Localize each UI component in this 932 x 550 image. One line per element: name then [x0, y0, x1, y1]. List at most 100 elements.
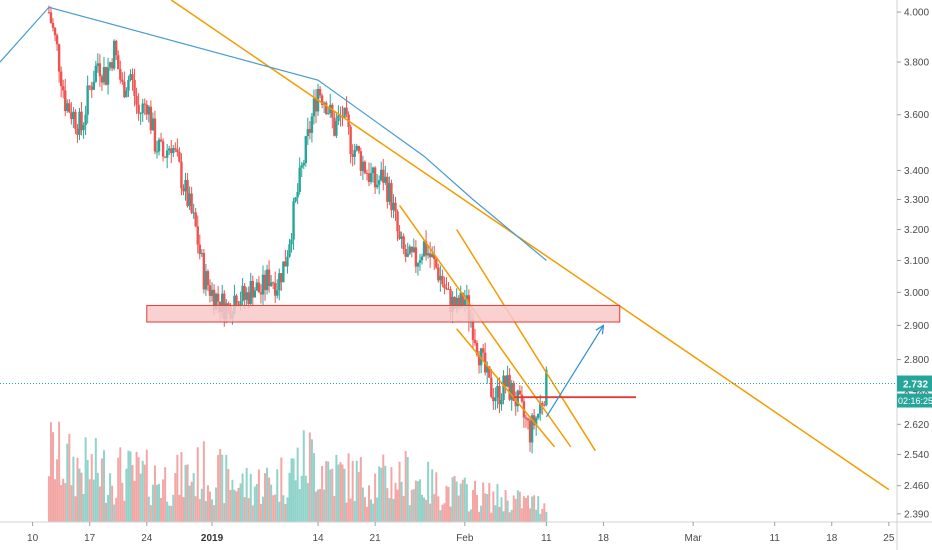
- time-axis[interactable]: 10 17 24 2019 14 21 Feb 11 18 Mar 11 18 25: [27, 522, 895, 544]
- candle-body: [390, 183, 393, 211]
- volume-bar: [243, 497, 246, 522]
- candle-body: [298, 167, 301, 193]
- candle-body: [108, 62, 112, 68]
- volume-bar: [433, 494, 436, 522]
- candle-body: [359, 151, 363, 171]
- candle-body: [278, 273, 281, 291]
- volume-bar: [107, 494, 110, 522]
- volume-bar: [231, 479, 234, 522]
- volume-bar: [437, 496, 440, 522]
- volume-bar: [147, 496, 150, 522]
- volume-bar: [341, 464, 344, 522]
- volume-bar: [237, 487, 240, 522]
- volume-bar: [253, 486, 256, 522]
- volume-bar: [314, 491, 317, 522]
- volume-bar: [221, 454, 224, 522]
- volume-bar: [325, 461, 328, 522]
- volume-bar: [121, 482, 124, 522]
- candle-body: [127, 79, 130, 91]
- candle-body: [453, 296, 456, 309]
- trendline-1: [398, 204, 572, 448]
- volume-bar: [510, 509, 513, 522]
- candle-body: [92, 81, 95, 90]
- volume-bar: [139, 473, 142, 522]
- time-tick-label: 18: [598, 533, 610, 544]
- volume-bar: [492, 491, 495, 522]
- candle-body: [455, 297, 458, 309]
- candle-body: [367, 173, 371, 183]
- volume-bar: [208, 491, 211, 522]
- candle-body: [457, 297, 460, 308]
- volume-bar: [164, 467, 167, 522]
- volume-bar: [200, 488, 203, 522]
- time-tick-label: 11: [769, 533, 780, 544]
- candle-body: [294, 197, 297, 202]
- volume-bar: [255, 484, 258, 522]
- price-axis[interactable]: 4.000 3.800 3.600 3.400 3.300 3.200 3.100 3.000…: [897, 8, 929, 521]
- candle-body: [227, 303, 230, 306]
- candle-body: [530, 415, 534, 443]
- volume-bar: [339, 462, 342, 522]
- volume-bar: [416, 481, 419, 522]
- volume-bar: [105, 502, 108, 522]
- candle-body: [135, 95, 138, 105]
- volume-bar: [394, 482, 397, 522]
- volume-bar: [92, 479, 95, 522]
- candle-body: [361, 161, 365, 171]
- candle-body: [121, 79, 124, 82]
- candle-body: [88, 85, 91, 87]
- candle-body: [300, 165, 303, 168]
- candle-body: [51, 22, 55, 28]
- last-price-value: 2.732: [903, 380, 928, 391]
- time-tick-label: 11: [541, 533, 552, 544]
- candle-body: [129, 74, 132, 80]
- volume-bar: [80, 472, 83, 522]
- candle-body: [137, 104, 140, 114]
- volume-bar: [474, 480, 477, 522]
- countdown-value: 02:16:25: [898, 396, 932, 406]
- candle-body: [269, 282, 273, 286]
- volume-bar: [514, 499, 517, 522]
- volume-bar: [274, 494, 277, 522]
- time-tick-label: 17: [84, 533, 96, 544]
- volume-bar: [355, 460, 358, 522]
- candle-body: [430, 254, 434, 258]
- volume-bar: [367, 485, 370, 522]
- volume-bar: [52, 432, 55, 522]
- candle-body: [66, 103, 69, 111]
- volume-bar: [447, 486, 450, 522]
- volume-bar: [172, 494, 175, 522]
- candle-body: [447, 288, 450, 290]
- volume-bar: [192, 473, 195, 522]
- candle-body: [70, 112, 73, 120]
- drawing-annotations[interactable]: [0, 0, 890, 491]
- candle-body: [263, 274, 267, 291]
- candle-body: [500, 399, 503, 405]
- candle-body: [422, 241, 426, 257]
- candle-body: [221, 293, 224, 312]
- candle-body: [153, 118, 157, 152]
- time-tick-label: 10: [27, 533, 39, 544]
- volume-bar: [166, 501, 169, 522]
- candle-body: [133, 80, 136, 96]
- candle-body: [204, 271, 208, 290]
- volume-bar: [382, 454, 385, 522]
- trendline-3: [456, 328, 556, 448]
- candle-body: [514, 400, 517, 407]
- candle-body: [541, 402, 544, 405]
- volume-bar: [449, 506, 452, 522]
- candle-body: [420, 256, 424, 261]
- price-tick-label: 3.400: [904, 166, 929, 177]
- candle-body: [371, 167, 375, 174]
- candle-body: [441, 275, 444, 285]
- volume-bar: [390, 467, 393, 522]
- volume-bar: [239, 483, 242, 522]
- price-tick-label: 3.800: [904, 58, 929, 69]
- candle-body: [410, 246, 414, 252]
- candle-body: [534, 417, 538, 426]
- volume-bar: [235, 491, 238, 522]
- candle-body: [100, 76, 104, 83]
- volume-bar: [365, 506, 368, 522]
- candle-body: [345, 107, 348, 115]
